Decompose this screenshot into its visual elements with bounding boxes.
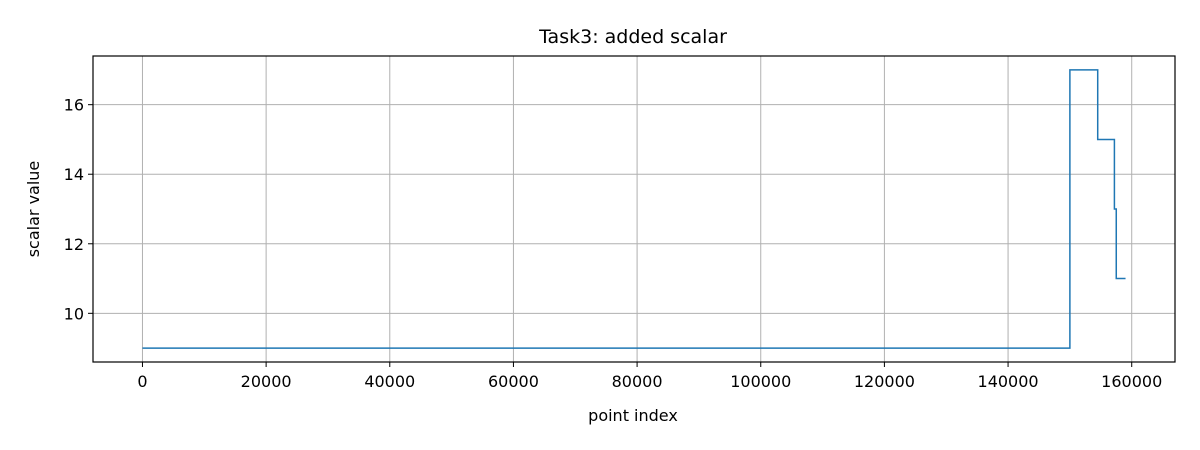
y-axis-label: scalar value [24,161,43,258]
x-tick-label: 40000 [364,372,415,391]
y-tick-label: 12 [64,235,84,254]
plot-frame [92,55,1176,363]
x-tick-label: 60000 [488,372,539,391]
x-tick-label: 80000 [612,372,663,391]
series-layer [142,69,1126,349]
y-tick-label: 16 [64,96,84,115]
x-axis-label: point index [588,406,678,425]
y-tick-label: 10 [64,304,84,323]
x-tick-label: 140000 [978,372,1039,391]
x-tick-label: 120000 [854,372,915,391]
x-tick-label: 20000 [241,372,292,391]
grid [93,56,1175,362]
x-tick-label: 100000 [730,372,791,391]
x-tick-label: 0 [137,372,147,391]
chart-title: Task3: added scalar [538,26,727,48]
axis-ticks: 0 20000 40000 60000 80000 100000 120000 140000 1… [64,96,1163,391]
series-line [142,69,1126,349]
x-tick-label: 160000 [1101,372,1162,391]
y-tick-label: 14 [64,165,84,184]
